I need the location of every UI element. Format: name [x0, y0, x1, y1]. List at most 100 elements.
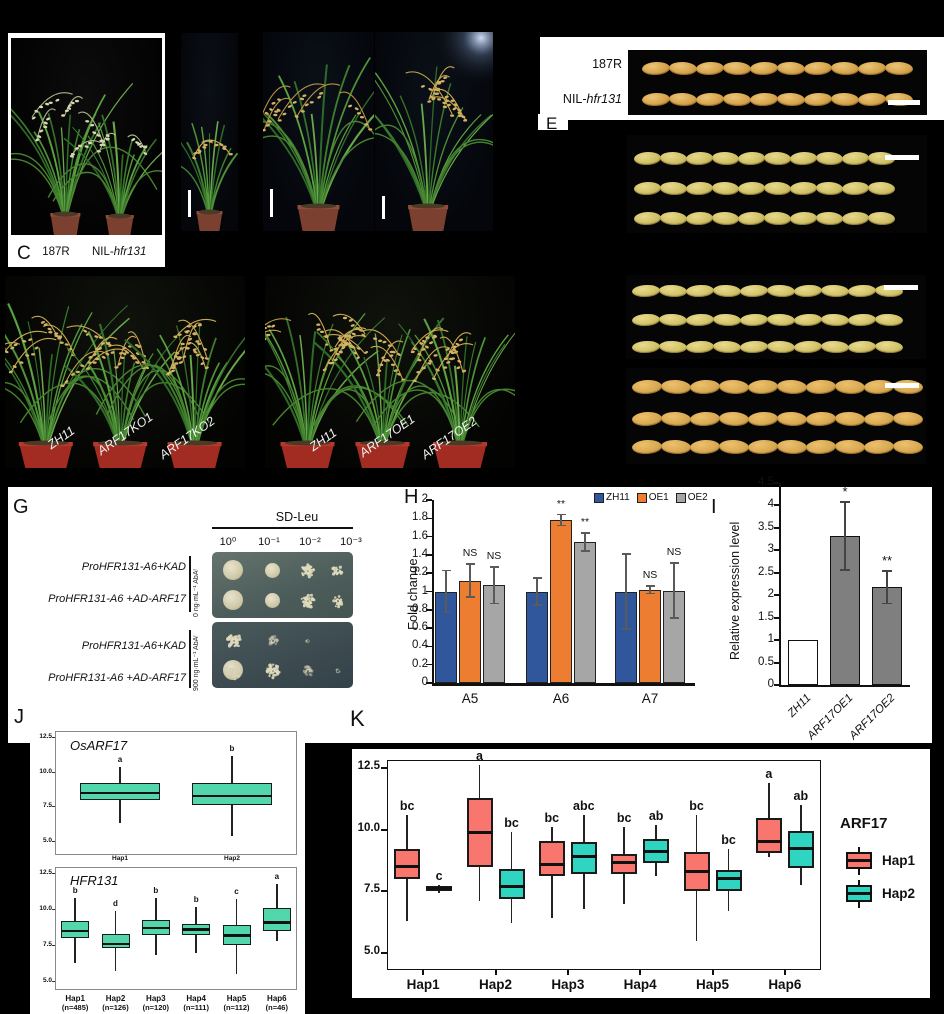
y-tick-label: 2 — [767, 588, 774, 601]
legend-key-median — [846, 859, 872, 862]
grain — [857, 92, 887, 107]
median-line — [643, 850, 670, 854]
grain — [711, 151, 740, 166]
legend-item: OE1 — [636, 492, 669, 503]
grain — [695, 61, 725, 76]
y-tick-mark — [774, 571, 779, 574]
significance-label: NS — [462, 547, 478, 560]
grain — [711, 181, 740, 196]
grain — [892, 410, 924, 427]
grain — [660, 378, 692, 395]
error-bar-cap — [621, 553, 631, 555]
y-tick-label: 0.6 — [412, 621, 428, 634]
y-tick-mark — [381, 828, 387, 831]
x-category-label: Hap5 — [695, 977, 729, 992]
letter-label: b — [72, 885, 78, 895]
y-tick-label: 0 — [767, 678, 774, 690]
letter-label: abc — [573, 798, 595, 813]
panel-letter-h: H — [404, 486, 419, 508]
x-sample-size-label: (n=111) — [183, 1003, 209, 1012]
error-bar — [560, 514, 562, 526]
plot-border — [55, 867, 297, 990]
bar-oe1 — [639, 589, 661, 683]
y-tick-label: 3 — [767, 543, 774, 556]
panel-d-grain-photo — [628, 50, 927, 115]
grain — [884, 61, 914, 76]
y-tick-label: 3.5 — [758, 520, 774, 533]
x-category-label: Hap3 — [146, 994, 166, 1003]
y-tick-mark — [774, 639, 779, 642]
letter-label: bc — [616, 811, 632, 826]
grain — [867, 211, 896, 226]
grain — [841, 181, 870, 196]
legend-swatch — [594, 492, 604, 503]
legend-title: ARF17 — [840, 815, 888, 832]
grain — [815, 151, 844, 166]
panel-c-photo-right: ZH11 ARF17OE1 ARF17OE2 — [265, 276, 515, 468]
bar-zh11 — [788, 640, 818, 685]
grain — [892, 438, 924, 455]
grain — [863, 438, 895, 455]
median-line — [715, 877, 742, 881]
y-tick-label: 0.5 — [758, 655, 774, 668]
panel-g-bracket-2 — [189, 630, 191, 688]
grain — [685, 313, 715, 327]
grain — [841, 211, 870, 226]
y-tick-label: 4.5 — [758, 475, 774, 488]
panel-b-photo-2 — [263, 32, 374, 231]
y-tick-mark — [52, 908, 55, 910]
yeast-spot — [223, 560, 243, 580]
y-tick-mark — [426, 517, 432, 520]
grain-row — [631, 378, 924, 395]
grain — [718, 410, 750, 427]
x-category-label: Hap2 — [105, 994, 126, 1003]
median-line — [262, 921, 291, 924]
grain — [793, 313, 823, 327]
grain — [867, 181, 896, 196]
grain-row — [631, 410, 924, 427]
grain — [841, 151, 870, 166]
y-tick-label: 5.0 — [42, 976, 52, 984]
relative-expression-chart: 0 0.5 1 1.5 2 2.5 3 3.5 4 4.5 ZH11 * ARF17OE1 ** ARF17… — [700, 475, 940, 768]
grain — [776, 378, 808, 395]
grain — [631, 313, 661, 327]
median-line — [755, 840, 782, 844]
plant-photo-art — [5, 303, 245, 468]
grain — [641, 92, 671, 107]
grain — [631, 378, 663, 395]
y-axis-line — [779, 482, 781, 687]
median-line — [683, 870, 710, 874]
letter-label: bc — [689, 798, 704, 813]
grain — [641, 61, 671, 76]
x-sample-size-label: (n=46) — [265, 1003, 288, 1012]
error-bar-cap — [532, 604, 542, 606]
y-tick-mark — [52, 980, 55, 982]
error-bar-cap — [489, 602, 499, 605]
significance-label: * — [842, 483, 848, 499]
grain — [711, 211, 740, 226]
grain — [685, 284, 715, 298]
grain — [685, 211, 714, 226]
arf17-haplotype-boxplot: 12.5 10.0 7.5 5.0 Hap1 Hap2 Hap3 Hap4 Hap5 Hap6 bc… — [352, 749, 930, 998]
plot-title: HFR131 — [70, 873, 119, 888]
fold-change-chart: 0 0.2 0.4 0.6 0.8 1 1.2 1.4 1.6 1.8 2 A5 A6 A7 NS ** NS N… — [402, 483, 708, 713]
grain — [863, 410, 895, 427]
y-tick-label: 7.5 — [42, 802, 52, 810]
error-bar — [536, 577, 538, 606]
yeast-spot — [299, 592, 316, 609]
y-tick-mark — [426, 609, 432, 611]
panel-e-letter-patch: E — [538, 114, 568, 130]
median-line — [141, 926, 170, 930]
osarf17-boxplot: 12.5 10.0 7.5 5.0 OsARF17 a Hap1 b Hap2 — [30, 726, 305, 863]
grain — [633, 181, 662, 196]
significance-label: NS — [486, 549, 502, 562]
grain — [766, 340, 796, 354]
yeast-spot — [266, 634, 279, 647]
median-line — [787, 846, 814, 850]
grain — [789, 151, 818, 166]
y-tick-mark — [774, 661, 779, 664]
plot-border — [55, 731, 297, 855]
error-bar-cap — [580, 532, 590, 534]
yeast-colony-dots — [337, 670, 339, 672]
letter-label: bc — [504, 816, 519, 831]
